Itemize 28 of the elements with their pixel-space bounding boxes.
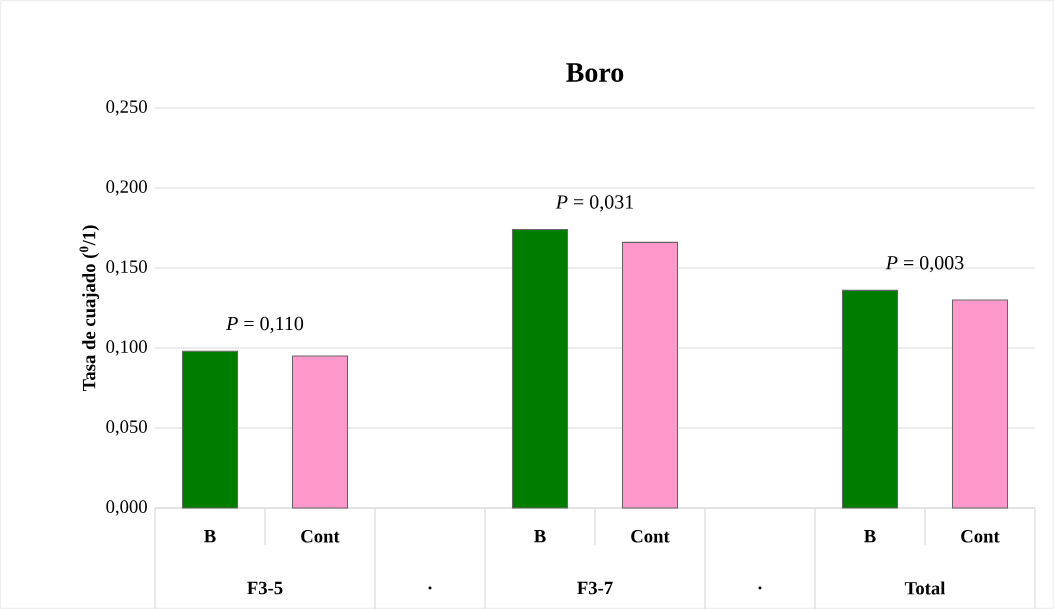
- y-axis-title: Tasa de cuajado ($^{0}$/1): [79, 225, 100, 392]
- x-tick-label: Cont: [301, 530, 340, 543]
- text: Total: [904, 581, 946, 595]
- text: .: [758, 586, 762, 590]
- y-tick-label: 0,100: [106, 340, 147, 356]
- bar: [621, 241, 679, 509]
- annotation: P = 0,031: [555, 195, 634, 212]
- y-tick-label: 0,050: [106, 420, 147, 436]
- y-tick-label: 0,200: [106, 180, 147, 196]
- text: .: [428, 586, 432, 590]
- x-tick-label: B: [534, 530, 546, 543]
- y-tick-label: 0,150: [106, 260, 147, 276]
- y-tick-label: 0,250: [106, 100, 147, 116]
- annotation: P = 0,110: [226, 316, 304, 334]
- chart-title: Boro: [566, 63, 624, 82]
- bar: [951, 299, 1009, 509]
- annotation: P = 0,003: [885, 255, 964, 273]
- text: F3-5: [247, 581, 283, 595]
- x-tick-label: Cont: [631, 530, 670, 543]
- bar: [291, 355, 349, 509]
- text: F3-7: [577, 581, 613, 595]
- x-tick-label: B: [864, 530, 876, 543]
- x-tick-label: B: [204, 530, 216, 543]
- bar: [511, 229, 569, 509]
- x-tick-label: Cont: [961, 530, 1000, 543]
- y-tick-label: 0,000: [106, 500, 147, 516]
- bar: [841, 289, 899, 509]
- bar: [181, 350, 239, 509]
